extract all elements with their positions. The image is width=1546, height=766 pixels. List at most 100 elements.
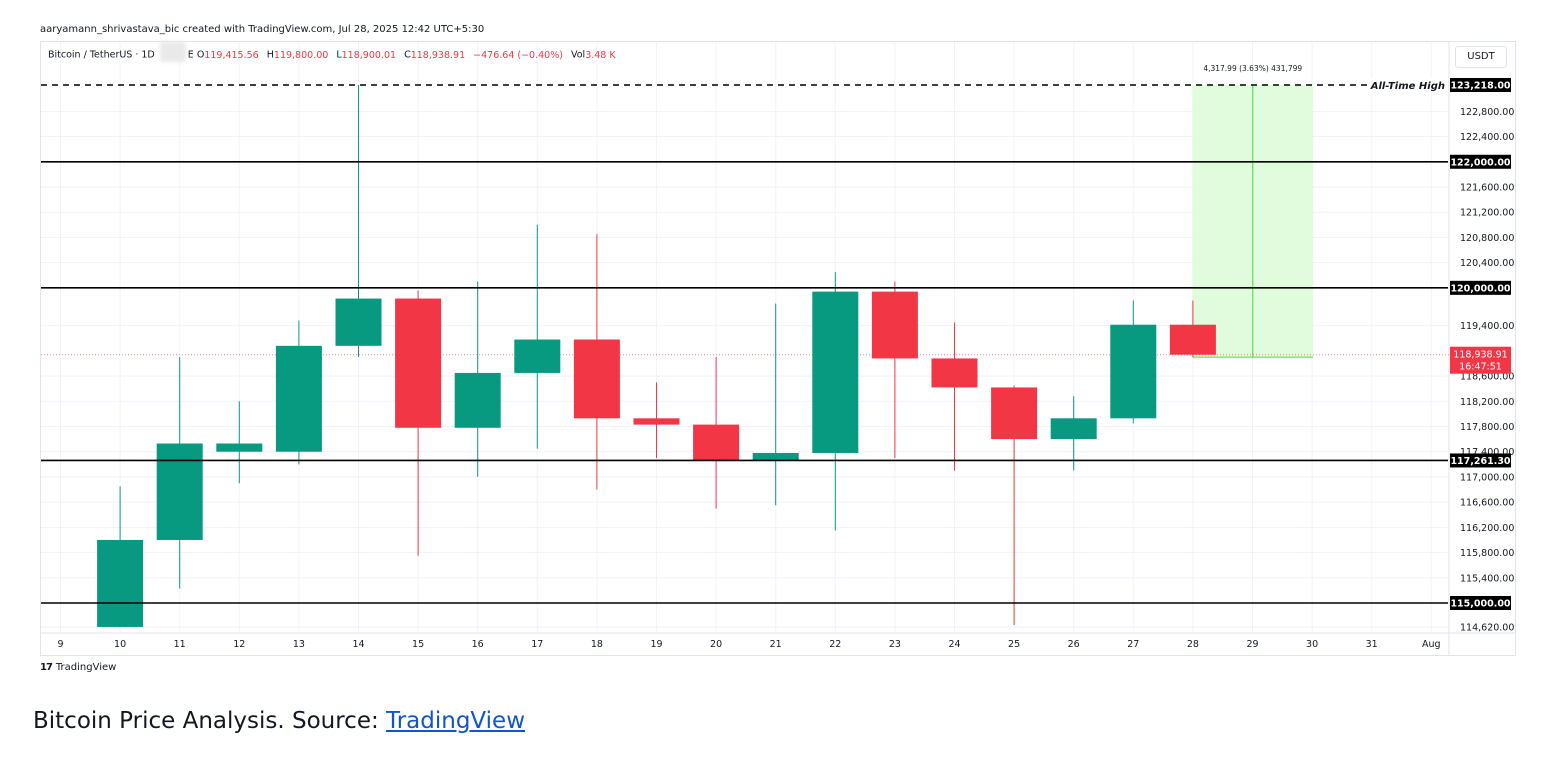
time-tick-label: 26 — [1068, 639, 1080, 650]
time-tick-label: 14 — [352, 639, 364, 650]
time-tick-label: 24 — [948, 639, 960, 650]
close-label: C — [404, 49, 411, 61]
measure-label: 4,317.99 (3.63%) 431,799 — [1203, 64, 1302, 73]
candle-body — [693, 424, 740, 461]
price-tick-label: 121,600.00 — [1460, 182, 1514, 193]
candle[interactable] — [991, 385, 1038, 626]
price-tick-label: 114,620.00 — [1460, 622, 1514, 633]
time-tick-label: 29 — [1246, 639, 1258, 650]
candle-body — [812, 291, 859, 453]
time-tick-label: 10 — [114, 639, 126, 650]
volume-value: 3.48 K — [585, 49, 616, 61]
candle[interactable] — [752, 303, 799, 506]
caption-source-link[interactable]: TradingView — [386, 708, 526, 734]
candle[interactable] — [931, 322, 978, 471]
time-tick-label: 17 — [531, 639, 543, 650]
candle[interactable] — [216, 401, 263, 484]
level-price-tag — [1450, 596, 1511, 610]
figure-caption: Bitcoin Price Analysis. Source: TradingV… — [33, 708, 525, 734]
candle-body — [454, 372, 501, 428]
open-label: O — [196, 49, 205, 61]
low-value: 118,900.01 — [341, 49, 397, 61]
price-tick-label: 118,600.00 — [1460, 372, 1514, 383]
time-tick-label: 11 — [174, 639, 186, 650]
time-tick-label: 30 — [1306, 639, 1318, 650]
symbol-exchange: E — [187, 49, 194, 61]
time-axis-labels: 9 10 11 12 13 14 15 16 17 18 19 20 21 22 23 24 25 26 27 28 2… — [57, 639, 1440, 650]
level-annotation: All-Time High — [1370, 81, 1445, 92]
time-tick-label: 23 — [889, 639, 901, 650]
time-tick-label: 9 — [57, 639, 63, 650]
time-tick-label: 21 — [770, 639, 782, 650]
candle-body — [1110, 324, 1157, 419]
time-tick-label: 20 — [710, 639, 722, 650]
price-tick-label: 117,800.00 — [1460, 422, 1514, 433]
caption-text: Bitcoin Price Analysis. Source: — [33, 708, 387, 734]
price-tick-label: 117,000.00 — [1460, 472, 1514, 483]
price-tick-label: 115,800.00 — [1460, 548, 1514, 559]
redacted-block — [159, 42, 186, 62]
candle-body — [1169, 324, 1216, 355]
volume-label: Vol — [570, 49, 586, 61]
candle-body — [633, 418, 680, 425]
last-price-value: 118,938.91 — [1453, 350, 1507, 361]
change-value: −476.64 (−0.40%) — [473, 49, 563, 61]
price-tick-label: 117,400.00 — [1460, 447, 1514, 458]
candle[interactable] — [395, 290, 442, 556]
time-tick-label: 28 — [1187, 639, 1199, 650]
tradingview-logo-text: TradingView — [55, 662, 117, 673]
time-tick-label: 25 — [1008, 639, 1020, 650]
price-tick-label: 120,400.00 — [1460, 258, 1514, 269]
last-price-countdown: 16:47:51 — [1459, 362, 1502, 373]
time-tick-label: 19 — [650, 639, 662, 650]
candle[interactable] — [454, 281, 501, 477]
price-tick-label: 121,200.00 — [1460, 208, 1514, 219]
chart-frame[interactable] — [40, 41, 1516, 656]
candle[interactable] — [514, 224, 561, 449]
candle-body — [871, 291, 918, 359]
candle[interactable] — [812, 272, 859, 531]
tradingview-logo[interactable]: 17 TradingView — [40, 662, 116, 673]
price-tick-label: 116,600.00 — [1460, 498, 1514, 509]
candle[interactable] — [633, 382, 680, 459]
candle[interactable] — [871, 281, 918, 459]
candle-body — [514, 339, 561, 373]
level-price-tag — [1450, 154, 1511, 169]
low-label: L — [336, 49, 342, 61]
level-price-tag — [1450, 280, 1511, 295]
level-price-tag-label: 120,000.00 — [1450, 283, 1510, 294]
candle[interactable] — [573, 234, 620, 490]
candle[interactable] — [335, 85, 382, 358]
candle-body — [335, 298, 382, 346]
candle-body — [573, 339, 620, 419]
candle-body — [395, 298, 442, 428]
close-value: 118,938.91 — [410, 49, 466, 61]
candle[interactable] — [1110, 300, 1157, 424]
symbol-name: Bitcoin / TetherUS · 1D — [48, 49, 155, 61]
last-price-tag — [1450, 346, 1511, 374]
time-tick-label: 16 — [472, 639, 484, 650]
currency-button[interactable]: USDT — [1455, 46, 1507, 68]
level-price-tag — [1450, 453, 1511, 468]
candle-body — [156, 443, 203, 540]
candle[interactable] — [1169, 300, 1216, 358]
time-tick-label: 27 — [1127, 639, 1139, 650]
candle[interactable] — [97, 486, 144, 627]
support-resistance-levels: All-Time High — [41, 78, 1448, 604]
candle[interactable] — [275, 320, 322, 465]
level-price-tag-label: 122,000.00 — [1450, 157, 1510, 168]
price-tick-label: 115,400.00 — [1460, 573, 1514, 584]
time-tick-label: 22 — [829, 639, 841, 650]
candle[interactable] — [156, 357, 203, 589]
candle-body — [752, 452, 799, 461]
time-tick-label: 12 — [233, 639, 245, 650]
time-tick-label: 13 — [293, 639, 305, 650]
candle[interactable] — [693, 357, 740, 509]
symbol-legend[interactable]: Bitcoin / TetherUS · 1D E O119,415.56 H1… — [48, 42, 621, 62]
price-tick-label: 119,400.00 — [1460, 321, 1514, 332]
candle[interactable] — [1050, 396, 1097, 471]
chart-credit: aaryamann_shrivastava_bic created with T… — [40, 24, 485, 35]
candle-body — [991, 387, 1038, 440]
price-tick-label: 120,800.00 — [1460, 233, 1514, 244]
